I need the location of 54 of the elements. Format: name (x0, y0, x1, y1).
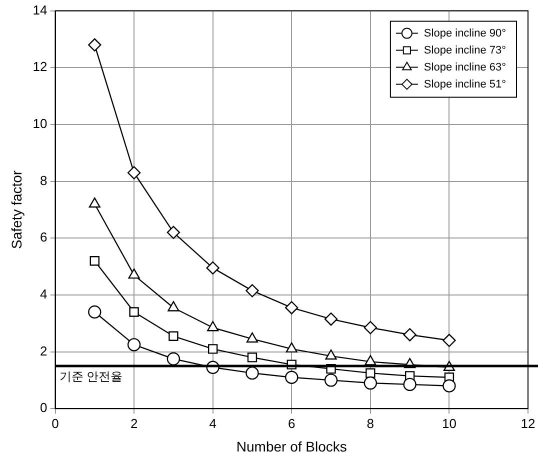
legend-label: Slope incline 63° (424, 61, 506, 74)
point (90, 256, 100, 266)
point (208, 344, 218, 354)
x-tick-label: 0 (52, 416, 59, 431)
point (166, 352, 180, 366)
point (246, 332, 258, 343)
point (129, 307, 139, 317)
point (246, 366, 259, 380)
point (88, 197, 100, 208)
y-tick-label: 8 (40, 172, 48, 188)
point (88, 305, 102, 319)
legend-label: Slope incline 51° (424, 78, 506, 90)
point (325, 349, 337, 360)
x-tick-label: 12 (520, 416, 536, 431)
point (442, 379, 456, 392)
point (442, 334, 456, 348)
point (285, 301, 298, 314)
point (403, 328, 416, 342)
point (207, 321, 219, 332)
x-tick-label: 6 (288, 416, 296, 431)
point (166, 226, 180, 240)
point (88, 38, 102, 52)
point (127, 166, 141, 180)
x-tick-label: 10 (442, 416, 456, 431)
x-tick-label: 4 (209, 416, 216, 431)
point (286, 342, 298, 353)
y-tick-label: 4 (40, 286, 48, 302)
point (206, 261, 220, 275)
y-tick-label: 12 (32, 59, 48, 74)
point (168, 331, 178, 341)
y-tick-label: 2 (40, 343, 48, 358)
point (168, 301, 180, 312)
point (364, 376, 378, 390)
x-tick-label: 8 (366, 416, 374, 431)
y-tick-label: 10 (32, 116, 48, 132)
point (324, 312, 338, 326)
y-tick-label: 14 (32, 2, 48, 18)
point (364, 321, 378, 334)
y-axis-title: Safety factor (8, 170, 24, 249)
point (246, 284, 259, 298)
point (403, 378, 416, 392)
x-tick-label: 2 (130, 416, 138, 431)
point (285, 370, 298, 384)
legend-label: Slope incline 90° (424, 27, 506, 40)
x-axis-title: Number of Blocks (236, 438, 347, 454)
y-tick-label: 6 (40, 230, 48, 245)
point (127, 338, 141, 352)
ref-line-label: 기준 안전율 (59, 369, 123, 384)
point (324, 374, 338, 387)
point (128, 268, 140, 279)
y-tick-label: 0 (40, 400, 48, 416)
point (247, 352, 258, 362)
point (366, 368, 376, 378)
legend-label: Slope incline 73° (424, 44, 506, 56)
